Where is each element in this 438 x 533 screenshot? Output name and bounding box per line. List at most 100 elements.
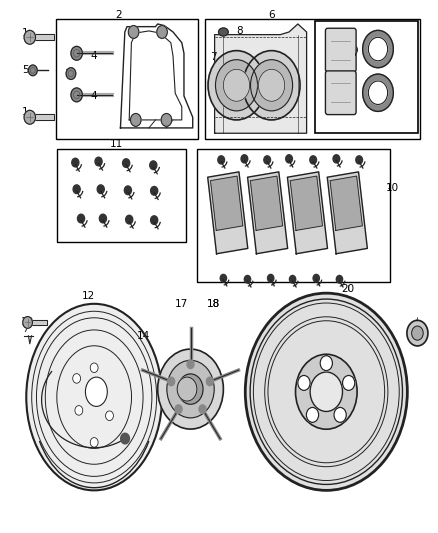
Bar: [315, 21, 418, 133]
Text: 2: 2: [115, 10, 122, 20]
Circle shape: [336, 276, 343, 283]
Circle shape: [78, 214, 85, 223]
Circle shape: [73, 374, 81, 383]
Circle shape: [95, 157, 102, 166]
Circle shape: [412, 326, 423, 340]
Text: 9: 9: [351, 46, 358, 55]
Circle shape: [310, 372, 343, 411]
Circle shape: [175, 405, 182, 414]
Text: 18: 18: [207, 299, 220, 309]
Circle shape: [90, 363, 98, 373]
Circle shape: [268, 274, 274, 282]
Text: 17: 17: [175, 299, 188, 309]
Circle shape: [333, 155, 340, 163]
Ellipse shape: [26, 304, 162, 490]
Circle shape: [126, 215, 133, 224]
Polygon shape: [330, 176, 362, 230]
Polygon shape: [290, 176, 322, 230]
Text: 10: 10: [385, 183, 399, 193]
Bar: [205, 19, 420, 139]
Circle shape: [73, 185, 80, 193]
Circle shape: [121, 433, 130, 444]
Circle shape: [150, 161, 157, 169]
Circle shape: [177, 377, 197, 401]
Circle shape: [199, 405, 206, 414]
Circle shape: [72, 158, 79, 167]
Circle shape: [24, 30, 35, 44]
Text: 4: 4: [91, 51, 98, 61]
Circle shape: [28, 65, 37, 76]
Circle shape: [356, 156, 363, 164]
Polygon shape: [215, 24, 307, 133]
Circle shape: [334, 407, 346, 422]
Polygon shape: [287, 172, 328, 254]
Text: 21: 21: [410, 321, 424, 331]
Circle shape: [306, 407, 318, 422]
Circle shape: [99, 214, 106, 223]
Circle shape: [178, 374, 203, 404]
Circle shape: [264, 156, 271, 164]
Text: 13: 13: [21, 318, 34, 327]
Circle shape: [241, 155, 248, 163]
Polygon shape: [30, 114, 54, 120]
Text: 14: 14: [137, 331, 150, 341]
Circle shape: [106, 411, 113, 421]
Polygon shape: [208, 172, 248, 254]
Circle shape: [131, 114, 141, 126]
Bar: [56, 19, 198, 139]
Circle shape: [75, 406, 83, 415]
Circle shape: [218, 156, 225, 164]
Text: 18: 18: [207, 299, 220, 309]
Circle shape: [97, 185, 104, 193]
Polygon shape: [247, 172, 288, 254]
Circle shape: [223, 69, 250, 101]
Text: 1: 1: [22, 28, 29, 38]
Circle shape: [23, 317, 32, 328]
Circle shape: [124, 186, 131, 195]
Polygon shape: [211, 176, 243, 230]
FancyBboxPatch shape: [325, 71, 356, 115]
Circle shape: [286, 155, 293, 163]
Text: 8: 8: [236, 26, 243, 36]
Circle shape: [168, 377, 175, 386]
Circle shape: [161, 114, 172, 126]
Text: 3: 3: [64, 69, 71, 78]
Text: 4: 4: [91, 91, 98, 101]
Ellipse shape: [219, 28, 228, 36]
Circle shape: [310, 156, 317, 164]
Text: 20: 20: [342, 285, 355, 294]
FancyBboxPatch shape: [325, 28, 356, 72]
Polygon shape: [28, 320, 47, 325]
Circle shape: [363, 30, 393, 68]
Circle shape: [313, 274, 319, 282]
Polygon shape: [327, 172, 367, 254]
Circle shape: [151, 216, 158, 224]
Circle shape: [151, 187, 158, 195]
Circle shape: [206, 377, 213, 386]
Circle shape: [296, 354, 357, 429]
Circle shape: [158, 349, 223, 429]
Circle shape: [187, 360, 194, 369]
Circle shape: [71, 46, 82, 60]
Circle shape: [258, 69, 285, 101]
Circle shape: [24, 110, 35, 124]
Circle shape: [407, 320, 428, 346]
Circle shape: [251, 60, 293, 111]
Circle shape: [245, 293, 407, 490]
Circle shape: [343, 375, 355, 390]
Text: 11: 11: [110, 139, 123, 149]
Circle shape: [363, 74, 393, 111]
Text: 12: 12: [82, 292, 95, 301]
Circle shape: [368, 37, 388, 61]
Text: 5: 5: [22, 66, 29, 75]
Circle shape: [320, 356, 332, 370]
Text: 6: 6: [268, 10, 275, 20]
Circle shape: [243, 51, 300, 120]
Circle shape: [167, 360, 214, 418]
Circle shape: [290, 276, 296, 283]
Circle shape: [71, 88, 82, 102]
Circle shape: [215, 60, 258, 111]
Circle shape: [90, 438, 98, 447]
Text: 7: 7: [210, 52, 217, 62]
Polygon shape: [30, 34, 54, 41]
